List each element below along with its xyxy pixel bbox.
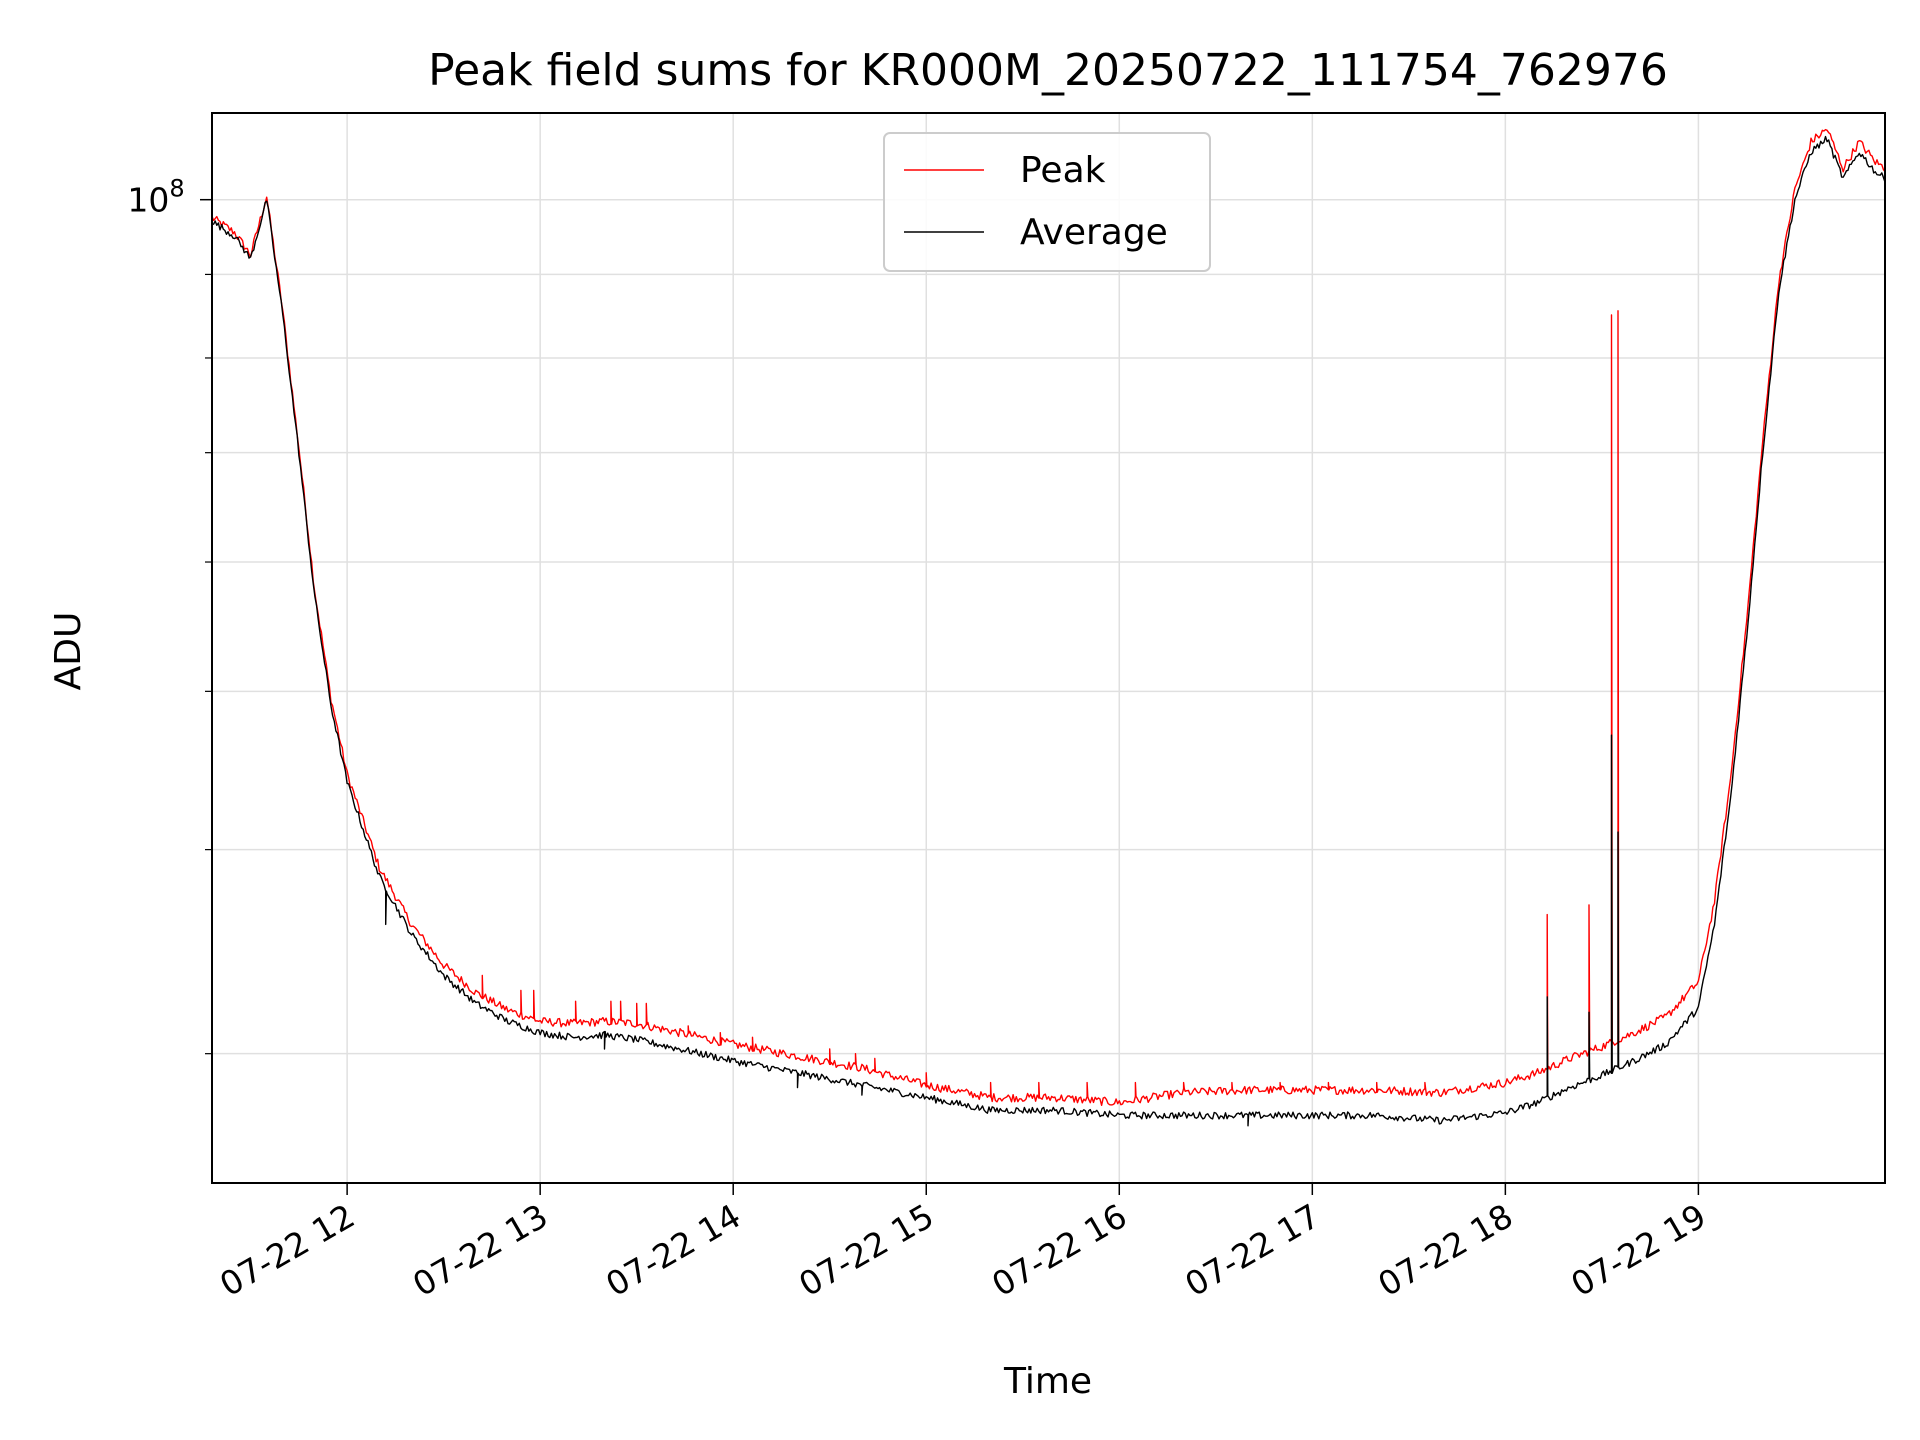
y-tick-label: 108	[127, 175, 184, 220]
legend: Peak Average	[883, 132, 1211, 272]
legend-label-peak: Peak	[1020, 150, 1106, 191]
series-line-average	[212, 135, 1886, 1127]
y-tick-label-exponent: 8	[169, 175, 184, 203]
series-line-peak	[211, 128, 1886, 1106]
y-axis-label: ADU	[48, 612, 89, 691]
plot-frame	[211, 112, 1886, 1184]
chart-title: Peak field sums for KR000M_20250722_1117…	[428, 45, 1668, 96]
x-axis-label: Time	[1003, 1361, 1092, 1402]
legend-box	[883, 132, 1211, 272]
series-layer	[211, 128, 1886, 1127]
y-tick-label-base: 10	[127, 181, 169, 220]
legend-label-average: Average	[1020, 212, 1168, 253]
grid-layer	[212, 113, 1885, 1183]
